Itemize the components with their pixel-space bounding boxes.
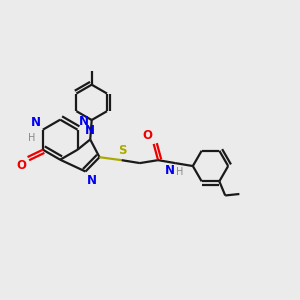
Text: H: H	[28, 133, 35, 142]
Text: O: O	[142, 129, 152, 142]
Text: H: H	[176, 167, 183, 177]
Text: S: S	[118, 144, 126, 157]
Text: N: N	[31, 116, 40, 128]
Text: N: N	[85, 124, 94, 137]
Text: N: N	[79, 115, 89, 128]
Text: N: N	[87, 174, 97, 187]
Text: N: N	[165, 164, 175, 177]
Text: O: O	[16, 159, 26, 172]
